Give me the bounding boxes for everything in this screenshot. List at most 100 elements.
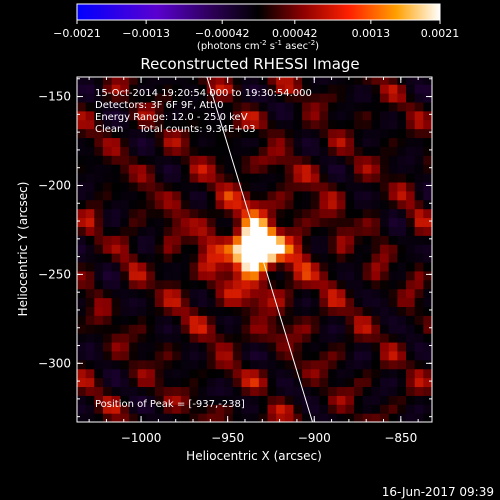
heatmap-cell xyxy=(284,288,295,299)
heatmap-cell xyxy=(241,297,251,308)
heatmap-cell xyxy=(77,270,87,281)
heatmap-cell xyxy=(154,217,165,227)
heatmap-cell xyxy=(284,119,295,130)
heatmap-cell xyxy=(414,199,424,210)
heatmap-cell xyxy=(180,306,191,316)
heatmap-cell xyxy=(302,181,312,192)
heatmap-cell xyxy=(336,350,347,361)
heatmap-cell xyxy=(267,386,277,396)
heatmap-cell xyxy=(397,244,407,254)
heatmap-cell xyxy=(146,137,156,147)
heatmap-cell xyxy=(224,315,234,325)
heatmap-cell xyxy=(172,208,182,219)
heatmap-cell xyxy=(406,350,416,361)
heatmap-cell xyxy=(224,368,234,379)
heatmap-cell xyxy=(397,279,407,290)
heatmap-cell xyxy=(102,146,113,156)
heatmap-cell xyxy=(232,306,243,316)
heatmap-cell xyxy=(310,235,321,245)
heatmap-cell xyxy=(250,333,260,343)
heatmap-cell xyxy=(120,110,130,121)
heatmap-cell xyxy=(137,333,147,343)
heatmap-cell xyxy=(77,199,87,210)
heatmap-cell xyxy=(258,395,269,405)
heatmap-cell xyxy=(371,173,381,183)
heatmap-cell xyxy=(310,244,321,254)
heatmap-cell xyxy=(276,386,286,396)
heatmap-cell xyxy=(224,119,234,130)
heatmap-cell xyxy=(154,226,165,236)
heatmap-cell xyxy=(328,395,338,405)
heatmap-cell xyxy=(224,208,234,219)
heatmap-cell xyxy=(215,350,225,361)
chart-title: Reconstructed RHESSI Image xyxy=(140,55,359,73)
heatmap-cell xyxy=(423,164,432,174)
heatmap-cell xyxy=(267,128,277,139)
heatmap-cell xyxy=(85,217,95,227)
heatmap-cell xyxy=(146,190,156,201)
heatmap-cell xyxy=(198,119,208,130)
heatmap-cell xyxy=(276,368,286,379)
heatmap-cell xyxy=(128,235,139,245)
heatmap-cell xyxy=(250,146,260,156)
heatmap-cell xyxy=(120,119,130,130)
heatmap-cell xyxy=(180,395,191,405)
heatmap-cell xyxy=(319,226,329,236)
heatmap-cell xyxy=(120,208,130,219)
heatmap-cell xyxy=(128,395,139,405)
heatmap-cell xyxy=(163,324,173,334)
heatmap-cell xyxy=(354,146,364,156)
heatmap-cell xyxy=(180,315,191,325)
heatmap-cell xyxy=(163,297,173,308)
heatmap-cell xyxy=(336,288,347,299)
heatmap-cell xyxy=(267,164,277,174)
heatmap-cell xyxy=(137,164,147,174)
heatmap-cell xyxy=(267,253,277,263)
annotation-line: Clean Total counts: 9.34E+03 xyxy=(95,124,255,135)
heatmap-cell xyxy=(232,377,243,388)
heatmap-cell xyxy=(189,253,199,263)
heatmap-cell xyxy=(362,164,372,174)
heatmap-cell xyxy=(189,93,199,103)
heatmap-cell xyxy=(77,306,87,316)
heatmap-cell xyxy=(189,368,199,379)
heatmap-cell xyxy=(362,173,372,183)
heatmap-cell xyxy=(345,279,355,290)
heatmap-cell xyxy=(310,377,321,388)
heatmap-cell xyxy=(94,306,104,316)
heatmap-cell xyxy=(215,164,225,174)
heatmap-cell xyxy=(241,395,251,405)
heatmap-cell xyxy=(397,270,407,281)
heatmap-cell xyxy=(111,137,121,147)
heatmap-cell xyxy=(284,359,295,370)
heatmap-cell xyxy=(293,146,303,156)
heatmap-cell xyxy=(310,404,321,414)
heatmap-cell xyxy=(414,404,424,414)
heatmap-cell xyxy=(232,315,243,325)
heatmap-cell xyxy=(371,181,381,192)
heatmap-cell xyxy=(276,377,286,388)
heatmap-cell xyxy=(406,324,416,334)
heatmap-cell xyxy=(267,324,277,334)
heatmap-cell xyxy=(354,395,364,405)
heatmap-cell xyxy=(120,190,130,201)
heatmap-cell xyxy=(258,217,269,227)
heatmap-cell xyxy=(77,128,87,139)
heatmap-cell xyxy=(388,217,398,227)
heatmap-cell xyxy=(215,261,225,272)
heatmap-cell xyxy=(423,253,432,263)
heatmap-cell xyxy=(258,324,269,334)
heatmap-cell xyxy=(319,333,329,343)
heatmap-cell xyxy=(172,395,182,405)
heatmap-cell xyxy=(198,288,208,299)
heatmap-cell xyxy=(154,413,165,422)
heatmap-cell xyxy=(128,84,139,94)
heatmap-cell xyxy=(362,341,372,352)
heatmap-cell xyxy=(215,77,225,85)
heatmap-cell xyxy=(189,350,199,361)
heatmap-cell xyxy=(232,226,243,236)
heatmap-cell xyxy=(362,333,372,343)
heatmap-cell xyxy=(85,288,95,299)
heatmap-cell xyxy=(206,270,217,281)
heatmap-cell xyxy=(397,288,407,299)
